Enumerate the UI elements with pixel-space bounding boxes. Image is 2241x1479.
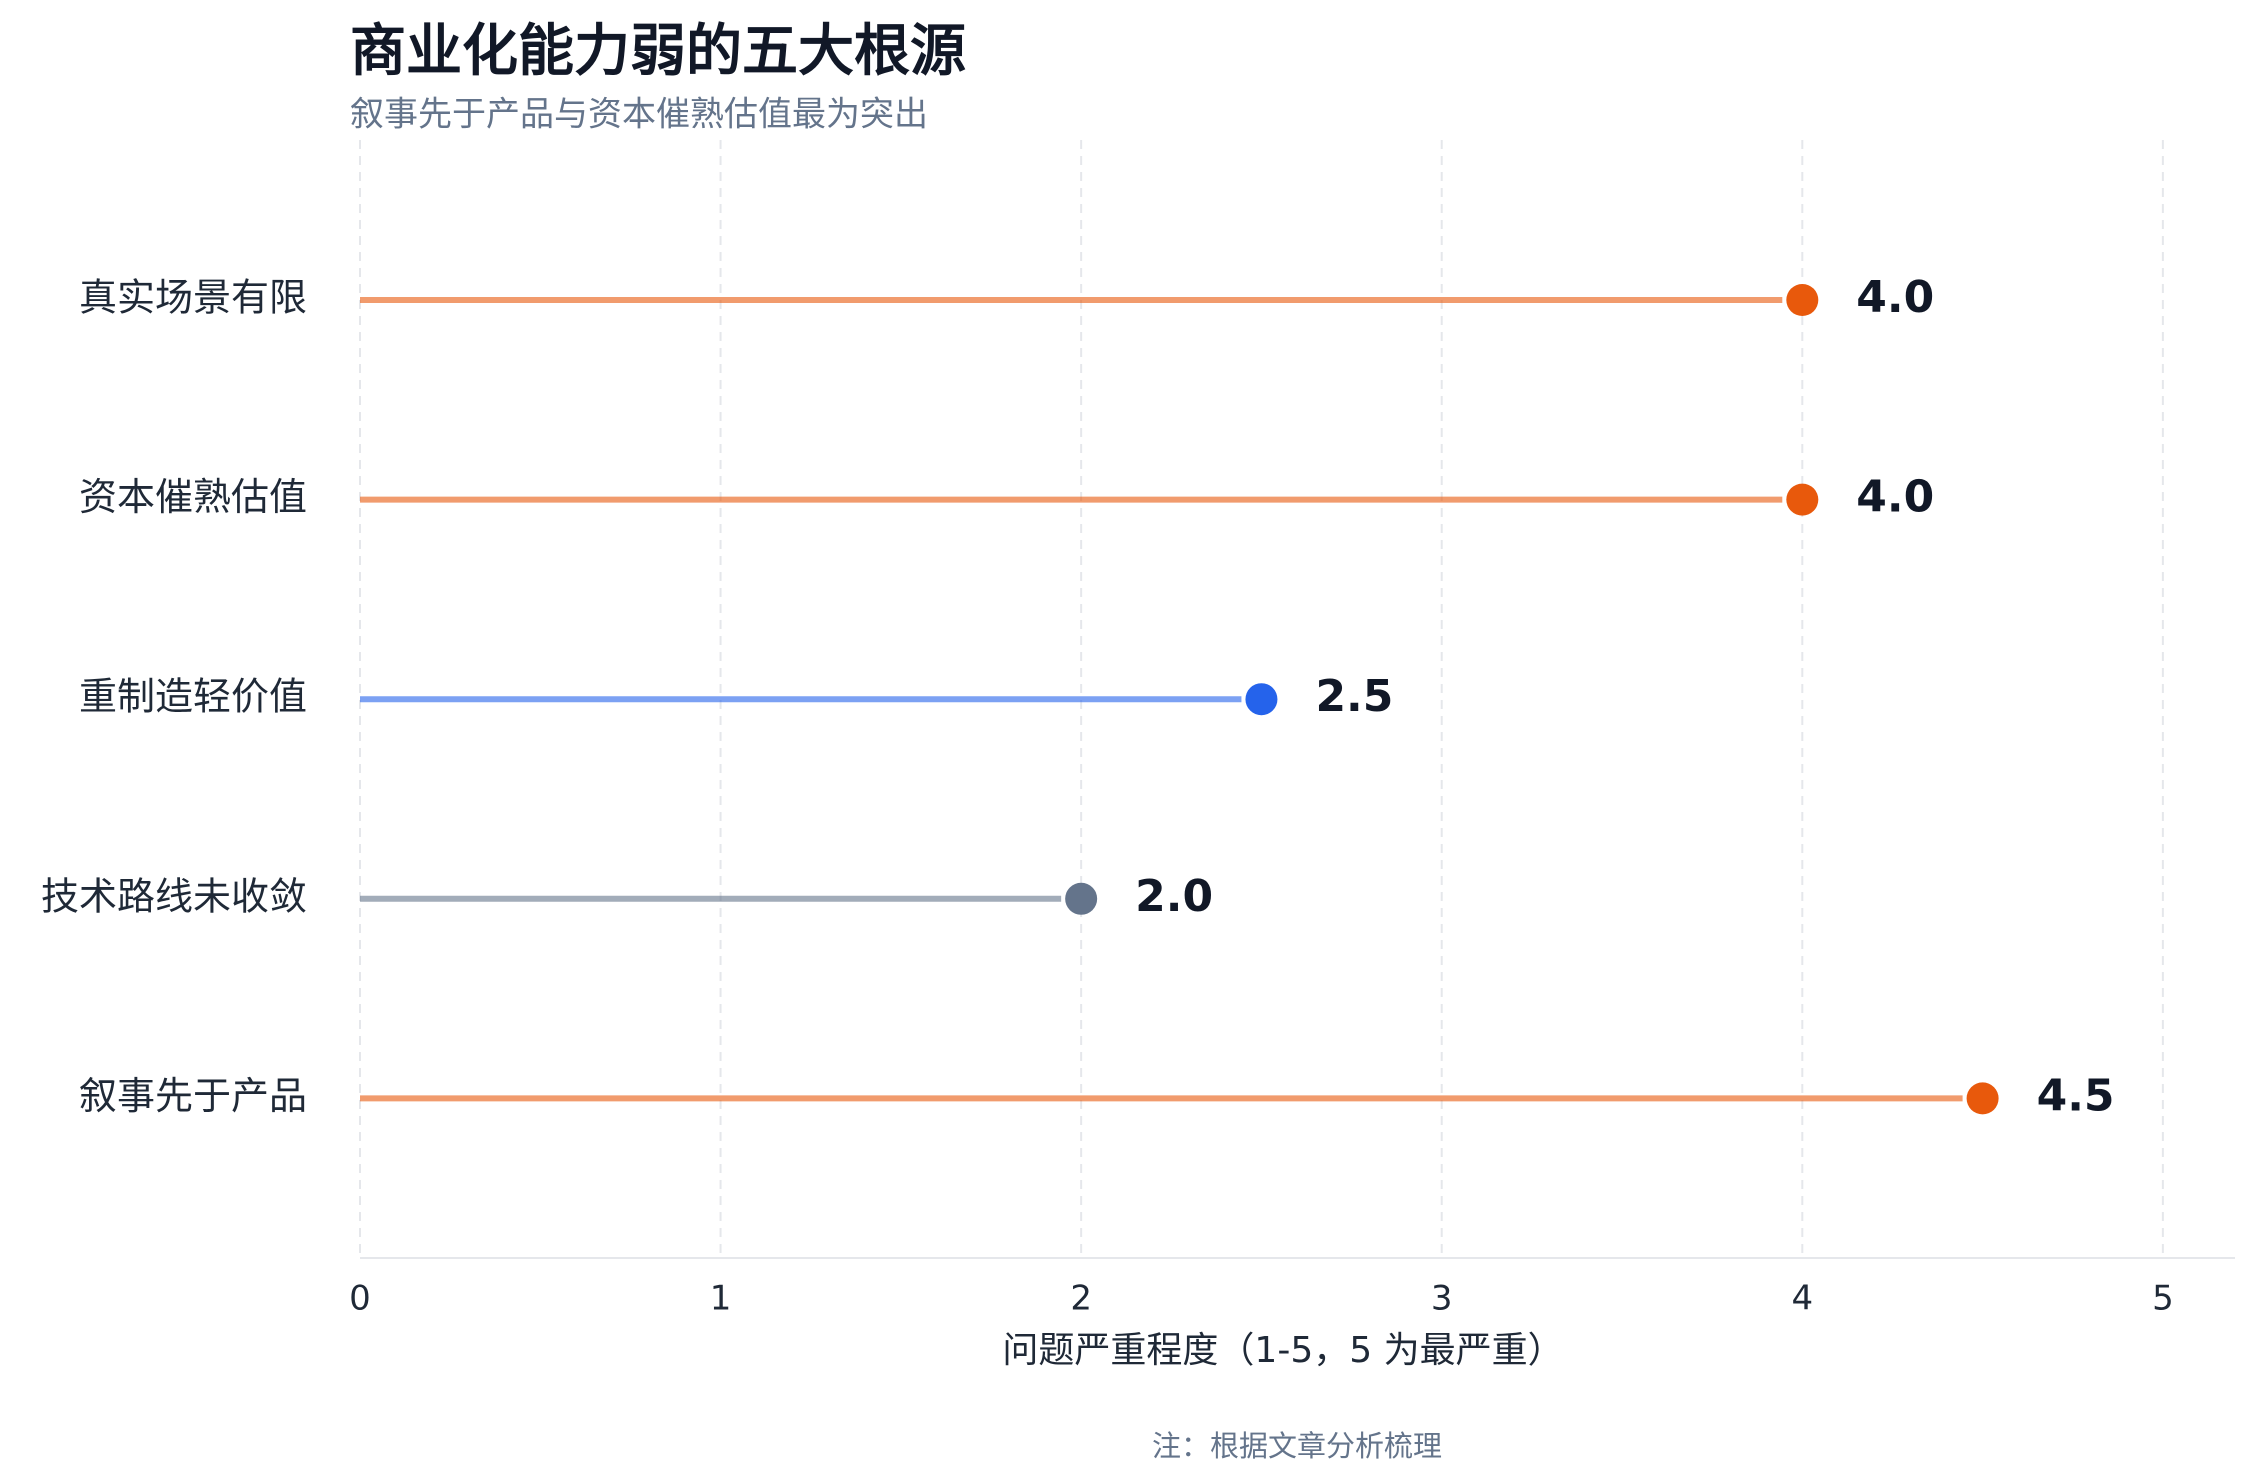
dot xyxy=(1786,483,1819,516)
x-tick-label: 4 xyxy=(1791,1279,1813,1319)
chart-title: 商业化能力弱的五大根源 xyxy=(350,19,966,84)
y-tick-label: 叙事先于产品 xyxy=(79,1074,307,1118)
x-tick-label: 1 xyxy=(710,1279,732,1319)
x-tick-label: 2 xyxy=(1070,1279,1092,1319)
value-label: 2.5 xyxy=(1315,671,1393,722)
y-tick-label: 真实场景有限 xyxy=(79,276,307,320)
dot xyxy=(1065,882,1098,915)
y-tick-label: 技术路线未收敛 xyxy=(41,874,307,918)
x-tick-label: 5 xyxy=(2152,1279,2174,1319)
dot xyxy=(1245,683,1278,716)
dot xyxy=(1786,284,1819,316)
x-tick-label: 0 xyxy=(349,1279,371,1319)
y-tick-label: 重制造轻价值 xyxy=(79,675,307,719)
x-axis-label: 问题严重程度（1-5，5 为最严重） xyxy=(1002,1330,1563,1371)
value-label: 2.0 xyxy=(1135,871,1213,922)
note: 注：根据文章分析梳理 xyxy=(1152,1429,1442,1463)
dot xyxy=(1966,1082,1999,1115)
value-label: 4.0 xyxy=(1856,472,1934,523)
chart-subtitle: 叙事先于产品与资本催熟估值最为突出 xyxy=(350,95,928,135)
x-tick-label: 3 xyxy=(1431,1279,1453,1319)
y-tick-label: 资本催熟估值 xyxy=(79,475,307,519)
value-label: 4.5 xyxy=(2037,1070,2115,1121)
value-label: 4.0 xyxy=(1856,272,1934,323)
